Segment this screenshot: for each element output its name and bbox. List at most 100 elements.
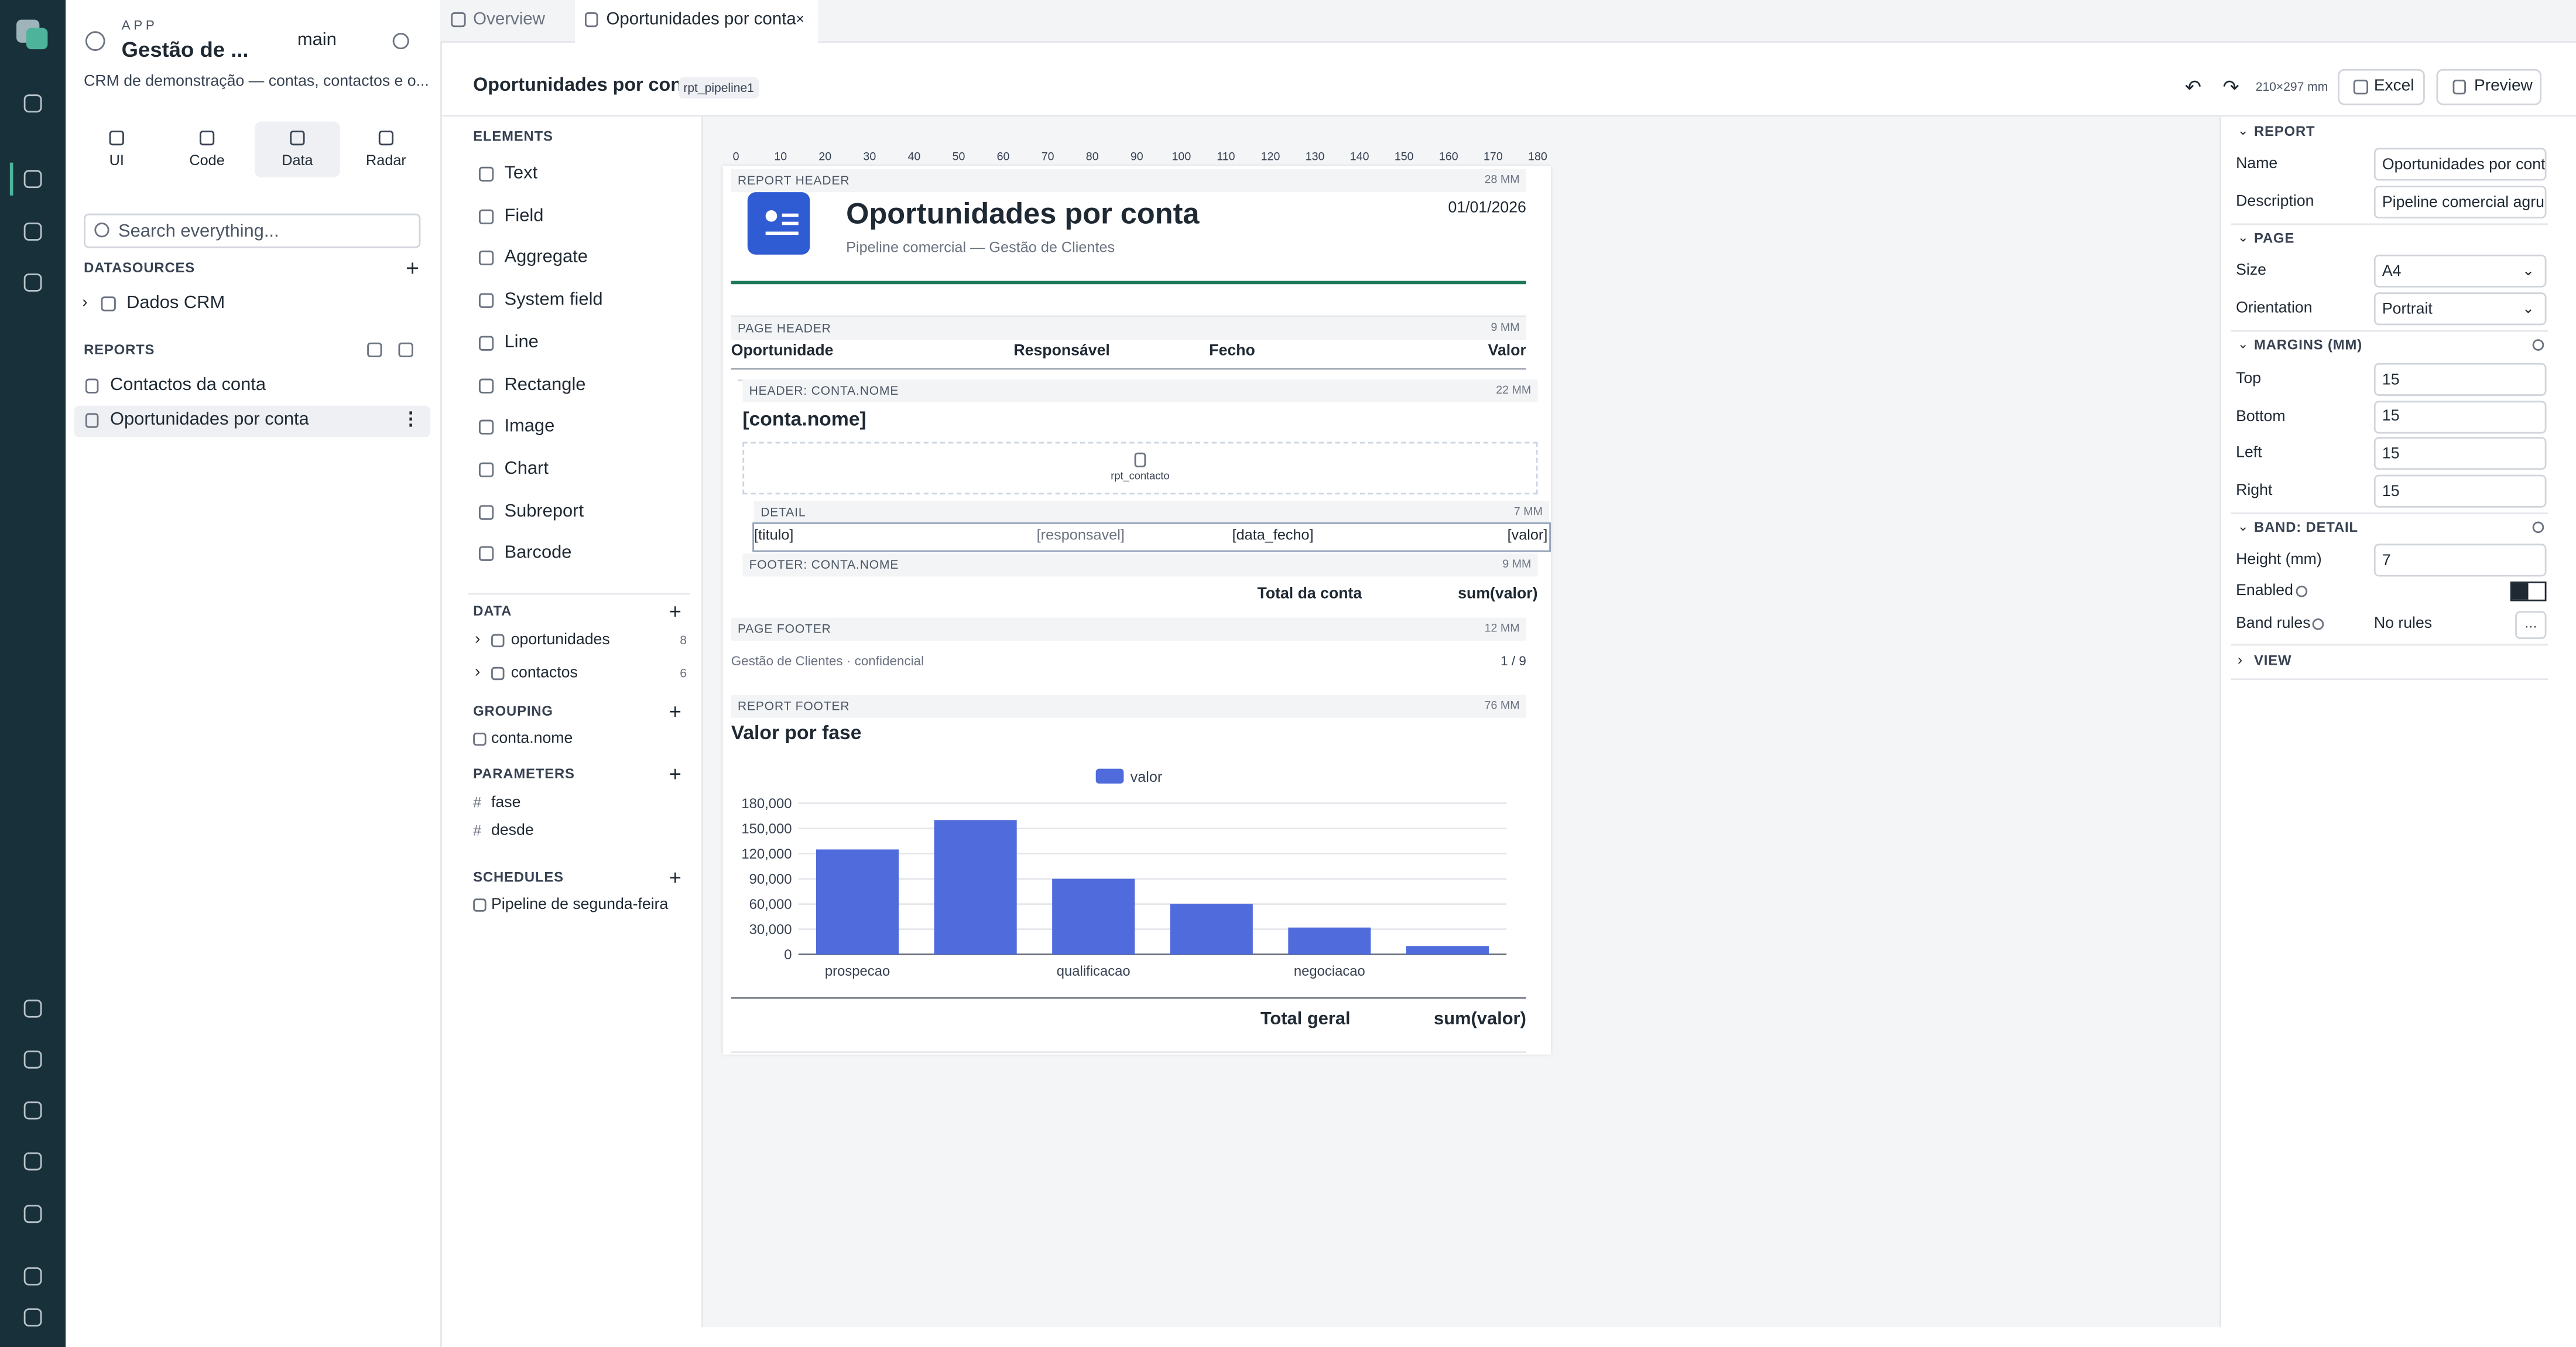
add[interactable]: +: [669, 761, 681, 787]
search-icon: [94, 223, 109, 238]
element[interactable]: Chart: [504, 459, 549, 479]
prop-input[interactable]: A4: [2373, 254, 2547, 288]
chevron: ⌄: [2237, 519, 2249, 534]
group-field: [conta.nome]: [742, 407, 866, 430]
new-folder[interactable]: [367, 342, 382, 358]
chevron: ›: [474, 664, 481, 682]
data-count: 6: [680, 665, 687, 681]
data-item[interactable]: contactos: [511, 664, 578, 682]
ruler-tick: 20: [818, 152, 832, 164]
element[interactable]: Rectangle: [504, 374, 586, 395]
mode-active: [254, 121, 340, 177]
band-label: FOOTER: CONTA.NOME: [749, 557, 899, 572]
rules-button[interactable]: …: [2515, 611, 2547, 640]
add[interactable]: +: [669, 864, 681, 890]
grand-total-label: Total geral: [1260, 1009, 1351, 1030]
parameter[interactable]: desde: [491, 822, 534, 840]
rail-icon[interactable]: [23, 1267, 42, 1286]
branch[interactable]: main: [297, 30, 337, 50]
prop-input[interactable]: 15: [2373, 474, 2547, 508]
ruler-tick: 120: [1260, 152, 1280, 164]
rail-icon[interactable]: [23, 1050, 42, 1069]
prop-input[interactable]: 15: [2373, 363, 2547, 396]
detail-field: [titulo]: [754, 526, 794, 543]
report-item[interactable]: Oportunidades por conta: [110, 409, 309, 430]
band-label: REPORT FOOTER: [737, 698, 850, 714]
ruler-tick: 110: [1217, 152, 1235, 164]
divider: [2231, 644, 2548, 646]
band-label: REPORT HEADER: [737, 173, 850, 188]
element[interactable]: Text: [504, 163, 538, 183]
add[interactable]: +: [406, 254, 420, 281]
element[interactable]: Image: [504, 416, 555, 437]
rail-icon[interactable]: [23, 1152, 42, 1171]
chevron: ›: [82, 294, 88, 312]
element[interactable]: System field: [504, 290, 603, 310]
rail-icon[interactable]: [23, 1101, 42, 1120]
rail-icon[interactable]: [23, 273, 42, 292]
element[interactable]: Field: [504, 206, 544, 225]
prop-value: Portrait: [2382, 299, 2433, 318]
report-title: Oportunidades por conta: [846, 197, 1200, 230]
toggle[interactable]: [2510, 581, 2547, 601]
element[interactable]: Subreport: [504, 501, 584, 521]
prop-input[interactable]: 15: [2373, 437, 2547, 471]
prop-input[interactable]: 15: [2373, 400, 2547, 433]
prop-value: 15: [2382, 482, 2400, 501]
element[interactable]: Line: [504, 332, 539, 353]
element[interactable]: Barcode: [504, 543, 572, 563]
bar: [816, 849, 899, 955]
prop-label: Orientation: [2236, 299, 2313, 318]
element-icon: [478, 504, 494, 519]
add[interactable]: +: [669, 699, 681, 724]
search[interactable]: Search everything...: [84, 213, 421, 248]
undo[interactable]: ↶: [2185, 76, 2202, 99]
y-tick-label: 90,000: [749, 871, 792, 887]
gear[interactable]: [392, 33, 409, 50]
band-height: 7 MM: [1513, 507, 1543, 518]
rail-icon[interactable]: [23, 1205, 42, 1223]
rail-icon[interactable]: [23, 223, 42, 241]
ruler-tick: 150: [1394, 152, 1414, 164]
prop-input[interactable]: Oportunidades por conta: [2373, 148, 2547, 181]
button[interactable]: [2436, 69, 2542, 105]
info-icon: [2532, 521, 2544, 534]
datasource[interactable]: Dados CRM: [126, 293, 225, 313]
redo[interactable]: ↷: [2222, 76, 2239, 99]
rail-active: [9, 162, 13, 196]
rail: [0, 0, 66, 1347]
mode-label[interactable]: UI: [109, 152, 124, 169]
button[interactable]: [2338, 69, 2425, 105]
y-tick-label: 180,000: [741, 796, 792, 812]
grouping-item[interactable]: conta.nome: [491, 730, 573, 748]
prop-input[interactable]: Portrait: [2373, 292, 2547, 326]
mode-label[interactable]: Data: [282, 152, 313, 169]
new-report[interactable]: [398, 342, 413, 358]
add[interactable]: +: [669, 599, 681, 624]
data-item[interactable]: oportunidades: [511, 631, 610, 649]
tab[interactable]: Oportunidades por conta: [606, 9, 796, 29]
rail-icon[interactable]: [23, 999, 42, 1018]
info-icon: [2296, 585, 2308, 597]
prop-input[interactable]: Pipeline comercial agru: [2373, 185, 2547, 219]
report-item[interactable]: Contactos da conta: [110, 375, 266, 395]
x-tick-label: negociacao: [1294, 963, 1365, 979]
mode-label[interactable]: Radar: [366, 152, 406, 169]
table-icon: [491, 634, 505, 648]
band-bar: [754, 501, 1550, 524]
doc-icon: [85, 378, 99, 394]
element-icon: [478, 293, 494, 309]
tab[interactable]: Overview: [473, 9, 545, 29]
menu[interactable]: ⋮: [402, 409, 420, 430]
rail-icon[interactable]: [23, 170, 42, 189]
schedule[interactable]: Pipeline de segunda-feira: [491, 895, 669, 914]
prop-input[interactable]: 7: [2373, 543, 2547, 577]
band-height: 28 MM: [1484, 175, 1520, 187]
tab-close[interactable]: ×: [796, 11, 804, 28]
mode-label[interactable]: Code: [189, 152, 225, 169]
rail-icon[interactable]: [23, 94, 42, 113]
ruler-tick: 100: [1171, 152, 1191, 164]
element[interactable]: Aggregate: [504, 248, 588, 268]
parameter[interactable]: fase: [491, 794, 521, 812]
rail-icon[interactable]: [23, 1308, 42, 1327]
